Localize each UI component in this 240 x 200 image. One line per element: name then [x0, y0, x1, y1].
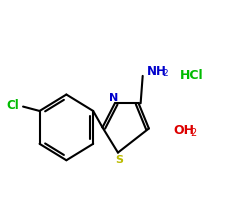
Text: HCl: HCl	[180, 69, 204, 82]
Text: 2: 2	[162, 69, 168, 78]
Text: NH: NH	[147, 65, 167, 78]
Text: S: S	[115, 155, 123, 165]
Text: OH: OH	[174, 124, 195, 137]
Text: N: N	[109, 93, 118, 103]
Text: 2: 2	[190, 128, 196, 138]
Text: Cl: Cl	[6, 99, 19, 112]
